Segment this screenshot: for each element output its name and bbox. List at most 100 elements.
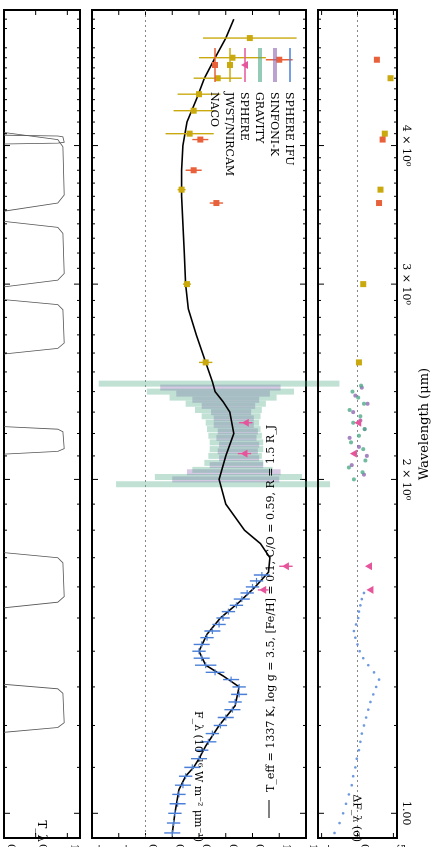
data-point	[276, 56, 283, 63]
residual-point	[354, 418, 362, 427]
data-point	[196, 91, 202, 98]
spectrum-panel: −0.4 −0.2 0.0 0.2 0.4 0.6 0.8 1.0 1.2	[91, 9, 340, 847]
x-axis-label: Wavelength (μm)	[417, 368, 432, 480]
residual-point	[356, 643, 359, 646]
legend-label: SINFONI-K	[268, 92, 281, 157]
residual-point	[347, 793, 351, 796]
residual-point	[352, 629, 356, 633]
residual-point	[358, 649, 361, 653]
residual-point	[356, 444, 361, 449]
data-point	[190, 167, 197, 174]
residual-point	[356, 395, 361, 400]
residual-point	[351, 410, 356, 415]
residual-point	[362, 591, 366, 595]
trans-tick-label: 0.5	[37, 844, 48, 847]
residual-point	[360, 470, 365, 475]
residual-point	[372, 671, 376, 674]
residual-point	[347, 435, 352, 440]
data-point	[186, 130, 193, 137]
data-point	[281, 562, 289, 571]
data-point	[241, 418, 249, 427]
residual-point	[351, 420, 356, 425]
data-point	[183, 281, 190, 288]
residual-point	[373, 56, 380, 63]
data-point	[240, 449, 248, 458]
legend: SPHERE IFUSINFONI-KGRAVITYSPHEREJWST/NIR…	[208, 48, 296, 176]
residual-point	[351, 774, 355, 778]
residual-panel: −5 0 5 1.00 2 × 10⁰ 3 × 10⁰ 4 × 10⁰	[317, 9, 413, 847]
residual-point	[354, 766, 357, 769]
residual-point	[349, 463, 354, 468]
legend-marker	[241, 61, 248, 69]
flux-tick-label: −0.4	[93, 844, 104, 847]
residual-point	[350, 783, 354, 787]
residual-point	[379, 136, 386, 143]
residual-point	[354, 636, 357, 639]
residual-point	[362, 427, 367, 432]
residual-point	[355, 359, 362, 366]
residual-point	[376, 200, 383, 207]
residual-point	[347, 408, 352, 413]
flux-tick-label: 0.6	[227, 844, 238, 847]
residual-point	[364, 562, 372, 571]
residual-point	[360, 281, 367, 288]
resid-tick-label: −5	[323, 844, 334, 847]
residual-point	[354, 623, 358, 626]
wavelength-tick-label: 1.00	[400, 801, 413, 826]
residual-point	[350, 389, 355, 394]
resid-tick-label: 5	[394, 844, 405, 847]
residual-point	[353, 393, 358, 398]
flux-tick-label: 0.0	[147, 844, 158, 847]
filter-curve	[3, 132, 65, 212]
residual-point	[365, 401, 370, 406]
model-parameters-annotation: T_eff = 1337 K, log g = 3.5, [Fe/H] = 0.…	[264, 425, 277, 792]
wavelength-tick-label: 2 × 10⁰	[400, 459, 413, 501]
trans-tick-label: 0.0	[5, 844, 16, 847]
legend-marker	[227, 62, 233, 68]
residual-point	[372, 693, 375, 696]
filter-curve	[3, 299, 65, 355]
flux-tick-label: 0.8	[254, 844, 265, 847]
filter-curve	[3, 426, 65, 455]
residual-point	[338, 821, 341, 825]
wavelength-tick-label: 4 × 10⁰	[400, 125, 413, 167]
data-point	[246, 35, 253, 42]
residual-point	[361, 447, 366, 452]
wavelength-tick-label: 3 × 10⁰	[400, 263, 413, 305]
data-point	[197, 136, 204, 143]
residual-point	[363, 458, 368, 463]
residual-point	[360, 597, 364, 601]
data-point	[178, 186, 185, 193]
model-spectrum	[171, 18, 271, 834]
residual-point	[361, 656, 365, 660]
residual-point	[366, 663, 370, 667]
flux-tick-label: 0.4	[200, 844, 211, 847]
flux-tick-label: 1.2	[307, 844, 318, 847]
residual-point	[369, 700, 372, 704]
transmission-y-label: T_λ	[35, 820, 49, 842]
residual-point	[374, 685, 378, 689]
residual-point	[364, 453, 369, 458]
legend-marker	[212, 62, 218, 68]
filter-curve	[3, 134, 65, 145]
residual-point	[333, 831, 336, 835]
flux-y-label: F_λ (10⁻¹⁶ W m⁻² μm⁻¹)	[192, 711, 205, 842]
axis-labels: T_eff = 1337 K, log g = 3.5, [Fe/H] = 0.…	[35, 368, 432, 843]
filter-curve	[3, 552, 65, 609]
transmission-frame	[3, 9, 81, 839]
residual-point	[366, 708, 370, 711]
data-point	[229, 54, 236, 61]
residual-point	[358, 414, 363, 419]
residual-point	[362, 724, 366, 727]
residual-point	[351, 477, 356, 482]
residual-point	[359, 604, 362, 607]
residual-point	[357, 610, 361, 613]
residual-point	[377, 678, 381, 681]
residual-point	[377, 186, 384, 193]
legend-label: SPHERE IFU	[283, 92, 296, 166]
resid-tick-label: 0	[359, 844, 370, 847]
transmission-panel: 0.0 0.5 1.0	[3, 9, 81, 847]
residual-point	[346, 465, 351, 470]
residual-point	[357, 748, 361, 752]
